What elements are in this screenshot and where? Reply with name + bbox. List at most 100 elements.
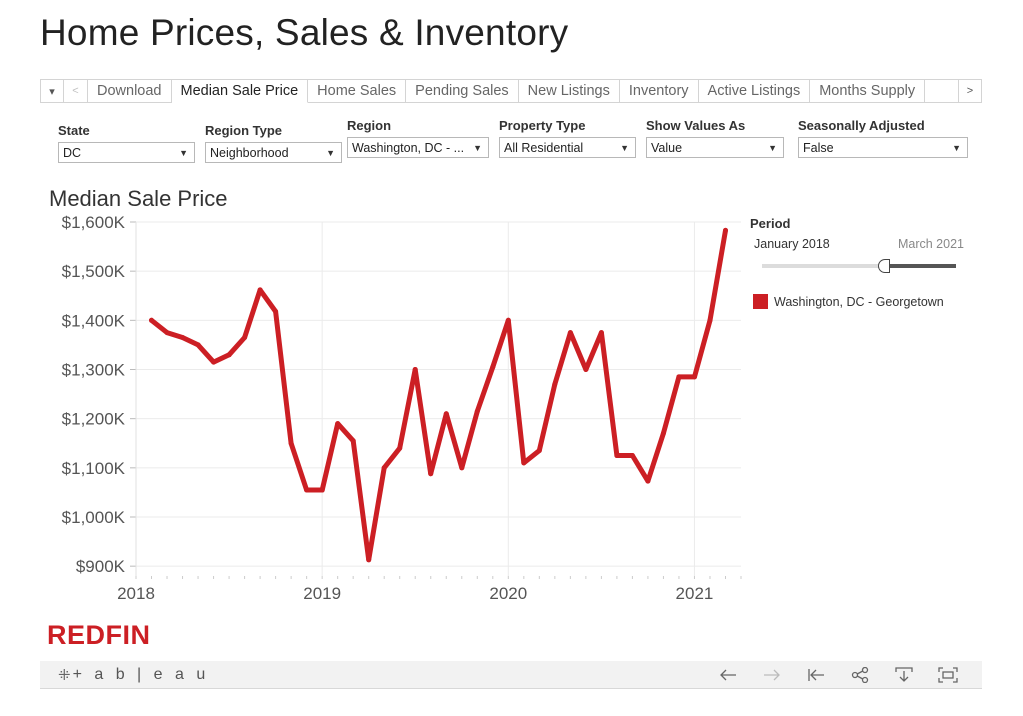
seasonally-adjusted-filter: Seasonally Adjusted False ▼ <box>798 118 968 158</box>
x-tick-label: 2019 <box>303 584 341 603</box>
tab-next-chevron-icon[interactable]: > <box>958 80 982 102</box>
share-button[interactable] <box>838 663 882 687</box>
redfin-logo[interactable]: REDFIN <box>47 620 151 650</box>
data-point <box>474 408 480 414</box>
fullscreen-button[interactable] <box>926 663 970 687</box>
data-point <box>567 330 573 336</box>
tab-prev-chevron-icon[interactable]: < <box>64 80 88 102</box>
redo-button[interactable] <box>750 663 794 687</box>
seasonally-adjusted-filter-label: Seasonally Adjusted <box>798 118 925 133</box>
tab-home-sales[interactable]: Home Sales <box>308 80 407 102</box>
data-point <box>242 335 248 340</box>
dropdown-caret-icon: ▼ <box>326 147 335 158</box>
y-tick-label: $900K <box>76 557 126 576</box>
seasonally-adjusted-select[interactable]: False ▼ <box>798 137 968 158</box>
tab-months-supply[interactable]: Months Supply <box>810 80 926 102</box>
property-type-filter: Property Type All Residential ▼ <box>499 118 636 158</box>
tab-download[interactable]: Download <box>88 80 172 102</box>
undo-button[interactable] <box>706 663 750 687</box>
toolbar-actions <box>706 663 970 687</box>
data-point <box>195 342 201 348</box>
forward-arrow-icon <box>764 669 780 680</box>
median-sale-price-chart[interactable]: $900K $1,000K $1,100K $1,200K $1,300K $1,400K… <box>40 210 750 610</box>
revert-button[interactable] <box>794 663 838 687</box>
y-tick-label: $1,500K <box>62 262 126 281</box>
y-tick-label: $1,200K <box>62 410 126 429</box>
data-point <box>583 367 589 372</box>
download-icon <box>895 666 913 682</box>
period-slider-handle[interactable] <box>878 259 890 273</box>
dropdown-caret-icon: ▼ <box>179 147 188 158</box>
region-select[interactable]: Washington, DC - ... ▼ <box>347 137 489 158</box>
series-line <box>149 227 728 563</box>
state-filter-label: State <box>58 123 90 138</box>
data-point <box>521 460 527 466</box>
y-tick-label: $1,400K <box>62 311 126 330</box>
data-point <box>164 330 170 336</box>
region-type-select-value: Neighborhood <box>210 145 289 160</box>
region-filter-label: Region <box>347 118 392 133</box>
data-point <box>428 471 434 477</box>
period-label: Period <box>750 216 791 231</box>
show-values-as-select[interactable]: Value ▼ <box>646 137 784 158</box>
data-point <box>350 438 356 444</box>
data-point <box>598 330 604 336</box>
back-arrow-icon <box>720 669 736 680</box>
data-point <box>660 430 666 436</box>
data-point <box>397 445 403 451</box>
data-point <box>304 487 310 493</box>
state-filter: State DC ▼ <box>58 123 195 163</box>
data-point <box>149 317 154 323</box>
data-point <box>629 453 635 458</box>
period-slider-track[interactable] <box>762 264 956 268</box>
y-tick-label: $1,100K <box>62 459 126 478</box>
legend-item-label: Washington, DC - Georgetown <box>774 294 944 309</box>
data-point <box>443 411 449 417</box>
tab-median-sale-price[interactable]: Median Sale Price <box>171 80 309 103</box>
tableau-toolbar: ⁜ + a b | e a u <box>40 661 982 689</box>
tab-active-listings[interactable]: Active Listings <box>699 80 811 102</box>
data-point <box>723 227 728 233</box>
dropdown-caret-icon: ▼ <box>473 142 482 153</box>
data-point <box>505 317 511 323</box>
property-type-filter-label: Property Type <box>499 118 586 133</box>
data-point <box>536 448 542 454</box>
region-type-filter-label: Region Type <box>205 123 283 138</box>
data-point <box>614 453 620 458</box>
tableau-logo[interactable]: ⁜ + a b | e a u <box>58 666 209 684</box>
y-tick-label: $1,000K <box>62 508 126 527</box>
data-point <box>257 287 263 293</box>
region-filter: Region Washington, DC - ... ▼ <box>347 118 489 158</box>
state-select-value: DC <box>63 145 82 160</box>
tab-menu-dropdown[interactable]: ▾ <box>40 80 64 102</box>
y-tick-label: $1,300K <box>62 361 126 380</box>
x-tick-label: 2018 <box>117 584 155 603</box>
period-start-label: January 2018 <box>754 237 830 251</box>
data-point <box>412 367 418 372</box>
data-point <box>335 421 341 427</box>
data-point <box>226 352 232 358</box>
legend-item[interactable]: Washington, DC - Georgetown <box>753 294 944 309</box>
y-tick-label: $1,600K <box>62 213 126 232</box>
data-point <box>552 381 558 387</box>
x-tick-label: 2021 <box>676 584 714 603</box>
share-icon <box>851 666 869 683</box>
tab-inventory[interactable]: Inventory <box>620 80 699 102</box>
tab-pending-sales[interactable]: Pending Sales <box>406 80 519 102</box>
region-type-filter: Region Type Neighborhood ▼ <box>205 123 342 163</box>
show-values-as-filter-label: Show Values As <box>646 118 746 133</box>
tableau-wordmark: + a b | e a u <box>72 665 210 683</box>
download-button[interactable] <box>882 663 926 687</box>
chart-title: Median Sale Price <box>49 186 228 211</box>
region-type-select[interactable]: Neighborhood ▼ <box>205 142 342 163</box>
tab-new-listings[interactable]: New Listings <box>519 80 620 102</box>
x-tick-label: 2020 <box>489 584 527 603</box>
period-range: January 2018 March 2021 <box>750 237 970 253</box>
state-select[interactable]: DC ▼ <box>58 142 195 163</box>
data-point <box>692 374 697 380</box>
property-type-select[interactable]: All Residential ▼ <box>499 137 636 158</box>
dropdown-caret-icon: ▼ <box>952 142 961 153</box>
tab-bar: ▾ < Download Median Sale Price Home Sale… <box>40 79 982 103</box>
page-title: Home Prices, Sales & Inventory <box>40 12 569 53</box>
data-point <box>381 465 387 471</box>
